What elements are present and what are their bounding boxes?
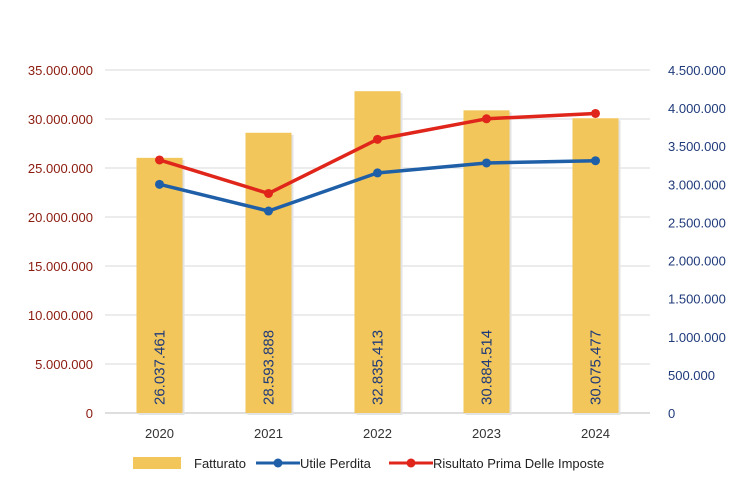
right-axis-tick-label: 2.500.000 xyxy=(668,215,726,230)
legend-swatch-fatturato xyxy=(133,457,181,469)
x-axis-tick-label: 2022 xyxy=(363,426,392,441)
right-axis-tick-label: 3.000.000 xyxy=(668,177,726,192)
left-axis-tick-label: 25.000.000 xyxy=(28,161,93,176)
right-axis-tick-label: 4.000.000 xyxy=(668,101,726,116)
point-utile xyxy=(155,179,164,189)
point-risultato xyxy=(373,134,382,144)
bar-value-label: 32.835.413 xyxy=(370,330,387,405)
legend-label-fatturato: Fatturato xyxy=(194,456,246,471)
point-risultato xyxy=(155,155,164,165)
left-axis-tick-label: 20.000.000 xyxy=(28,210,93,225)
bar-fatturato xyxy=(354,91,401,413)
bar-value-label: 30.075.477 xyxy=(588,330,605,405)
left-axis-tick-label: 30.000.000 xyxy=(28,112,93,127)
bar-layer: 26.037.461 28.593.888 32.835.413 30.884.514… xyxy=(136,91,621,416)
right-axis-tick-label: 3.500.000 xyxy=(668,139,726,154)
point-risultato xyxy=(591,108,600,118)
legend-swatch-utile-marker xyxy=(273,458,283,468)
line-layer xyxy=(155,108,600,216)
right-axis-tick-label: 1.000.000 xyxy=(668,330,726,345)
legend-swatch-risultato-marker xyxy=(406,458,416,468)
right-axis-tick-label: 2.000.000 xyxy=(668,254,726,269)
point-utile xyxy=(482,158,491,168)
left-axis-tick-label: 15.000.000 xyxy=(28,259,93,274)
x-axis-tick-label: 2023 xyxy=(472,426,501,441)
x-axis-tick-label: 2020 xyxy=(145,426,174,441)
right-axis-tick-label: 1.500.000 xyxy=(668,292,726,307)
bar-value-label: 30.884.514 xyxy=(479,330,496,405)
point-risultato xyxy=(482,114,491,124)
legend: Fatturato Utile Perdita Risultato Prima … xyxy=(133,456,604,471)
legend-label-utile: Utile Perdita xyxy=(300,456,372,471)
point-utile xyxy=(591,156,600,166)
bar-value-label: 26.037.461 xyxy=(152,330,169,405)
point-utile xyxy=(373,168,382,178)
bar-fatturato xyxy=(245,132,292,413)
right-axis-tick-label: 500.000 xyxy=(668,368,715,383)
left-axis-tick-label: 0 xyxy=(86,406,93,421)
legend-label-risultato: Risultato Prima Delle Imposte xyxy=(433,456,604,471)
point-utile xyxy=(264,206,273,216)
left-axis-tick-label: 10.000.000 xyxy=(28,308,93,323)
left-axis-tick-label: 5.000.000 xyxy=(35,357,93,372)
left-axis-tick-label: 35.000.000 xyxy=(28,63,93,78)
right-axis-tick-label: 4.500.000 xyxy=(668,63,726,78)
bar-value-label: 28.593.888 xyxy=(261,330,278,405)
point-risultato xyxy=(264,188,273,198)
x-axis-tick-label: 2024 xyxy=(581,426,610,441)
right-axis-tick-label: 0 xyxy=(668,406,675,421)
bar-fatturato xyxy=(136,157,183,413)
bar-fatturato xyxy=(572,118,619,414)
axis-layer: 0 5.000.000 10.000.000 15.000.000 20.000.000… xyxy=(28,63,726,441)
x-axis-tick-label: 2021 xyxy=(254,426,283,441)
